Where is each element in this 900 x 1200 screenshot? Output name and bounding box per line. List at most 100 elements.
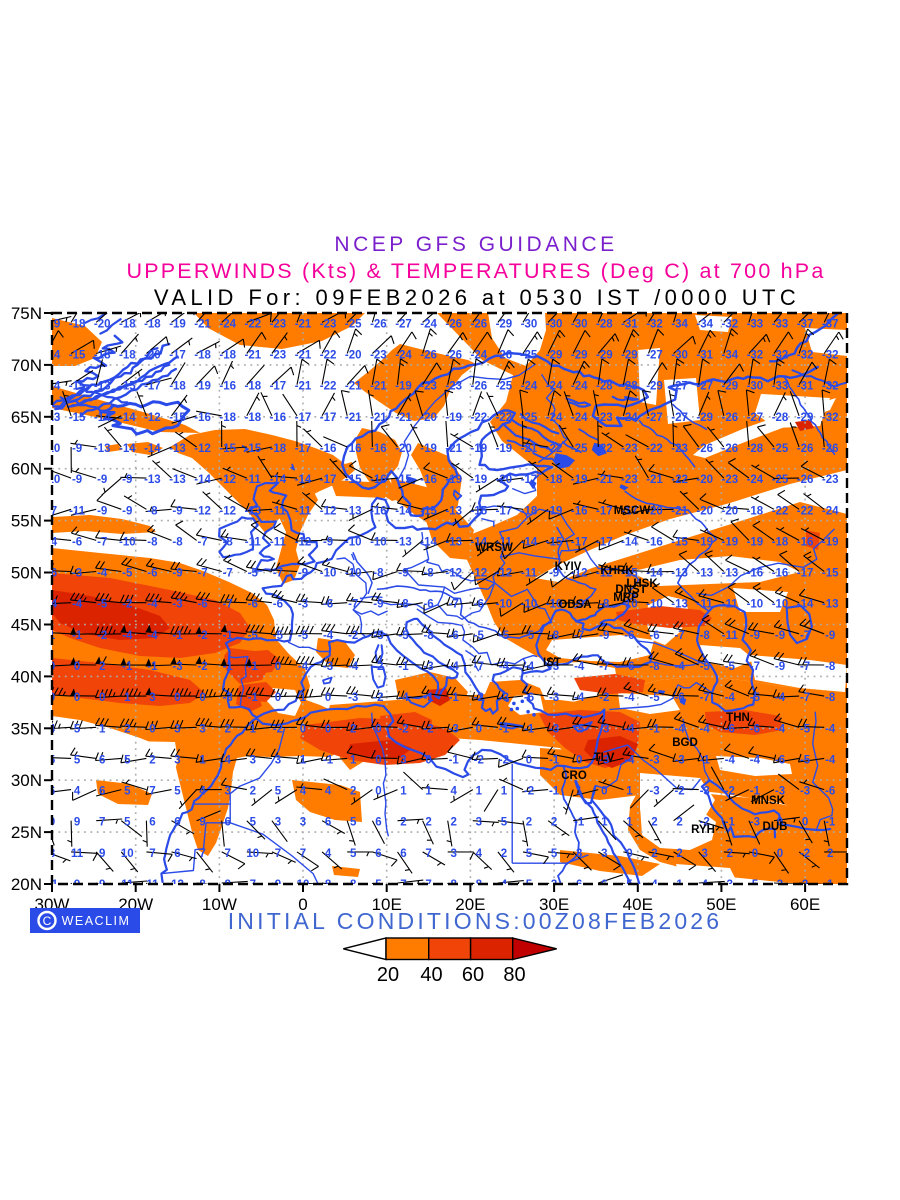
svg-text:3: 3 [275,817,281,829]
svg-text:3: 3 [400,754,406,766]
svg-text:-17: -17 [320,412,337,424]
svg-text:4: 4 [325,786,332,798]
svg-text:6: 6 [576,879,582,891]
svg-text:-19: -19 [696,536,713,548]
svg-text:3: 3 [476,817,482,829]
svg-text:-3: -3 [172,661,182,673]
svg-text:0: 0 [49,692,55,704]
svg-text:40N: 40N [11,667,42,686]
svg-text:6: 6 [99,786,105,798]
svg-text:-1: -1 [700,754,711,766]
svg-text:-25: -25 [521,412,538,424]
svg-text:-27: -27 [671,412,688,424]
svg-text:-19: -19 [546,505,563,517]
svg-text:-19: -19 [169,318,186,330]
svg-text:1: 1 [425,786,432,798]
svg-text:-1: -1 [248,661,259,673]
svg-text:-22: -22 [496,412,513,424]
svg-text:-9: -9 [574,599,584,611]
svg-text:-17: -17 [596,505,613,517]
svg-text:-4: -4 [147,599,158,611]
svg-text:-11: -11 [697,599,714,611]
svg-text:-14: -14 [44,381,61,393]
svg-text:-24: -24 [747,474,764,486]
svg-text:-24: -24 [546,412,563,424]
svg-text:KHRK: KHRK [600,565,634,577]
svg-text:-18: -18 [244,381,261,393]
svg-text:4: 4 [300,786,307,798]
svg-text:7: 7 [250,879,256,891]
svg-text:-1: -1 [449,754,460,766]
svg-text:-32: -32 [747,350,764,362]
svg-text:-13: -13 [169,443,186,455]
svg-text:1: 1 [601,817,608,829]
svg-text:0: 0 [74,661,80,673]
svg-text:-10: -10 [546,599,563,611]
svg-text:2: 2 [651,817,657,829]
svg-text:-24: -24 [395,350,412,362]
svg-text:11: 11 [146,879,159,891]
svg-text:6: 6 [174,817,180,829]
svg-text:-1: -1 [122,661,133,673]
svg-text:-29: -29 [696,412,713,424]
svg-text:-3: -3 [423,661,433,673]
svg-text:-6: -6 [72,536,82,548]
svg-text:-4: -4 [674,661,685,673]
svg-text:2: 2 [99,661,105,673]
svg-text:-1: -1 [72,630,83,642]
svg-text:3: 3 [250,754,256,766]
svg-text:-2: -2 [474,754,484,766]
svg-text:-19: -19 [470,443,487,455]
svg-text:4: 4 [476,848,483,860]
svg-text:1: 1 [300,692,307,704]
svg-text:-6: -6 [474,599,484,611]
svg-text:-26: -26 [496,350,513,362]
svg-text:-11: -11 [245,536,262,548]
svg-text:5: 5 [124,786,131,798]
svg-text:-8: -8 [825,661,836,673]
svg-text:-28: -28 [596,318,613,330]
svg-text:ODSA: ODSA [558,599,591,611]
svg-text:-1: -1 [449,692,460,704]
svg-text:-25: -25 [571,443,588,455]
svg-text:-3: -3 [298,599,308,611]
svg-text:-16: -16 [772,568,789,580]
svg-text:-5: -5 [649,692,660,704]
svg-text:-22: -22 [244,318,261,330]
svg-text:-37: -37 [822,318,839,330]
svg-text:3: 3 [601,848,607,860]
svg-text:10E: 10E [372,895,402,914]
svg-text:-34: -34 [671,318,688,330]
svg-text:-4: -4 [298,661,309,673]
svg-text:-22: -22 [797,505,814,517]
svg-text:1: 1 [250,723,257,735]
svg-text:-3: -3 [700,786,710,798]
svg-text:0: 0 [802,817,808,829]
svg-text:-13: -13 [169,474,186,486]
svg-text:75N: 75N [11,304,42,323]
svg-text:-2: -2 [800,848,810,860]
svg-text:-29: -29 [646,381,663,393]
svg-text:0: 0 [74,692,80,704]
svg-text:45N: 45N [11,616,42,635]
svg-text:4: 4 [651,879,658,891]
svg-text:-4: -4 [47,599,58,611]
svg-text:-26: -26 [822,443,839,455]
svg-text:7: 7 [300,848,306,860]
svg-text:-16: -16 [320,443,337,455]
svg-text:-15: -15 [69,412,86,424]
svg-text:-23: -23 [671,443,688,455]
svg-text:UPPERWINDS (Kts) & TEMPERATURE: UPPERWINDS (Kts) & TEMPERATURES (Deg C) … [126,259,825,283]
svg-text:-4: -4 [725,692,736,704]
svg-text:-16: -16 [370,505,387,517]
svg-text:-18: -18 [772,536,789,548]
svg-text:-24: -24 [546,381,563,393]
svg-text:-8: -8 [649,661,660,673]
svg-text:-9: -9 [599,630,609,642]
svg-text:-14: -14 [621,536,638,548]
svg-text:-1: -1 [398,661,409,673]
svg-text:-32: -32 [646,318,663,330]
svg-text:-30: -30 [521,318,538,330]
svg-text:2: 2 [551,817,557,829]
svg-text:2: 2 [676,848,682,860]
